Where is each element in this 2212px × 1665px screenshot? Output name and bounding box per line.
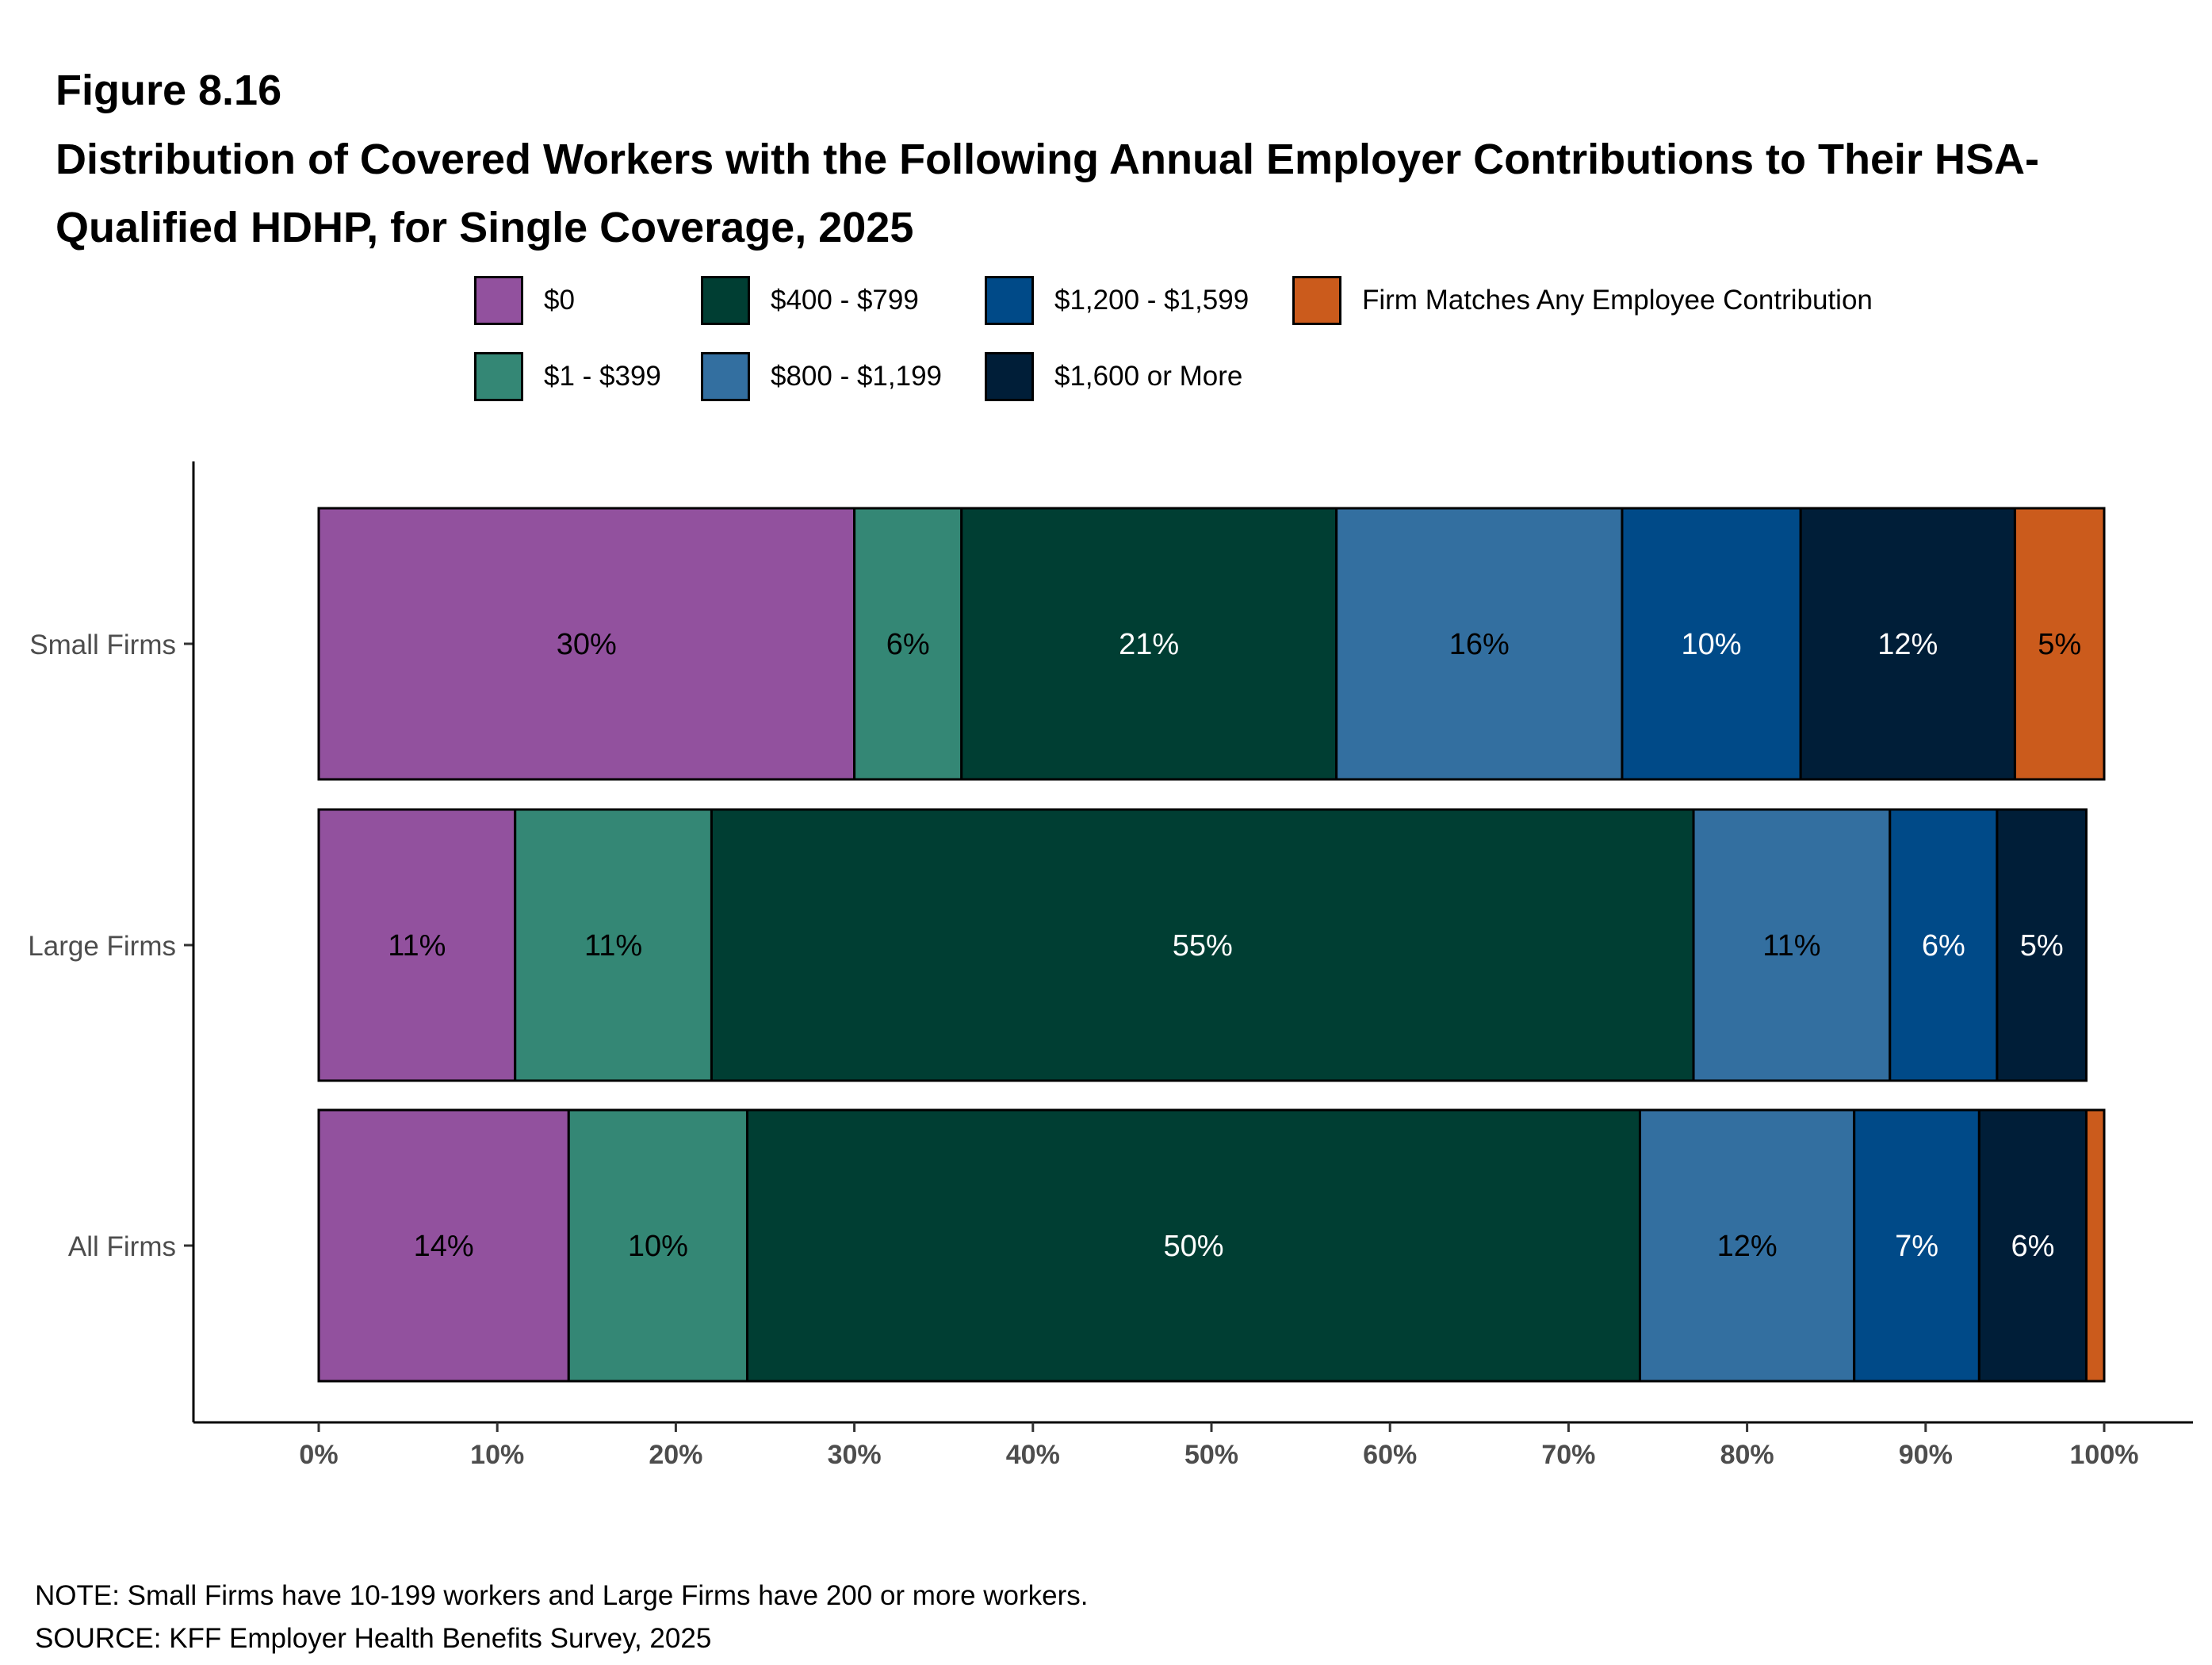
x-tick-label: 40%: [1006, 1440, 1060, 1470]
legend-label: $1 - $399: [544, 361, 661, 392]
legend-label: $0: [544, 285, 575, 316]
bar-group-large-firms: 11% 11% 55% 11% 6% 5%: [317, 808, 2088, 1082]
legend-swatch: [701, 352, 750, 401]
bar-group-small-firms: 30% 6% 21% 16% 10% 12% 5%: [317, 507, 2106, 781]
bar-segment: [1977, 1108, 2088, 1383]
data-label: 11%: [584, 929, 642, 963]
bar-segment: [317, 507, 856, 781]
data-label: 10%: [628, 1230, 688, 1263]
data-label: 12%: [1717, 1230, 1778, 1263]
data-label: 10%: [1682, 628, 1742, 661]
data-label: 7%: [1895, 1230, 1938, 1263]
data-label: 5%: [2038, 628, 2081, 661]
y-tick-label: Large Firms: [28, 931, 176, 962]
y-tick-label: Small Firms: [29, 630, 176, 660]
bar-segment: [710, 808, 1695, 1082]
legend-item-firm-matches-any-employee-contribution: Firm Matches Any Employee Contribution: [1292, 273, 1873, 328]
x-tick-label: 70%: [1541, 1440, 1595, 1470]
data-label: 12%: [1877, 628, 1938, 661]
data-label: 16%: [1449, 628, 1510, 661]
bar-segment: [1996, 808, 2088, 1082]
data-label: 6%: [1922, 929, 1965, 963]
legend-swatch: [1292, 276, 1341, 325]
legend-item-0: $0: [474, 273, 575, 328]
bar-segment: [1621, 507, 1802, 781]
bar-segment: [1889, 808, 1999, 1082]
legend-swatch: [474, 276, 523, 325]
data-label: 30%: [557, 628, 617, 661]
data-label: 5%: [2020, 929, 2064, 963]
legend-swatch: [474, 352, 523, 401]
bar-segment: [960, 507, 1338, 781]
x-tick-label: 80%: [1720, 1440, 1774, 1470]
x-tick-label: 100%: [2070, 1440, 2139, 1470]
legend-item-800-1-199: $800 - $1,199: [701, 349, 942, 404]
bar-segment: [2084, 1108, 2106, 1383]
legend-label: Firm Matches Any Employee Contribution: [1362, 285, 1873, 316]
legend-item-1-600-or-more: $1,600 or More: [985, 349, 1242, 404]
bar-segment: [1692, 808, 1892, 1082]
figure-label: Figure 8.16: [55, 67, 282, 114]
legend-item-1-399: $1 - $399: [474, 349, 661, 404]
data-label: 6%: [886, 628, 930, 661]
x-tick-label: 90%: [1899, 1440, 1953, 1470]
chart-note: NOTE: Small Firms have 10-199 workers an…: [35, 1580, 1089, 1611]
legend-swatch: [701, 276, 750, 325]
bar-segment: [745, 1108, 1641, 1383]
chart-source: SOURCE: KFF Employer Health Benefits Sur…: [35, 1623, 712, 1654]
x-tick-label: 10%: [470, 1440, 524, 1470]
data-label: 11%: [388, 929, 446, 963]
data-label: 50%: [1163, 1230, 1223, 1263]
data-label: 14%: [414, 1230, 474, 1263]
legend-swatch: [985, 276, 1034, 325]
data-label: 21%: [1119, 628, 1179, 661]
bar-segment: [1853, 1108, 1980, 1383]
bar-segment: [2013, 507, 2106, 781]
legend-label: $400 - $799: [771, 285, 919, 316]
chart-title: Distribution of Covered Workers with the…: [55, 136, 2040, 251]
legend-item-400-799: $400 - $799: [701, 273, 919, 328]
x-tick-label: 60%: [1363, 1440, 1417, 1470]
chart-legend: $0 $1 - $399 $400 - $799 $800 - $1,199 $1,20…: [474, 273, 2139, 408]
bar-segment: [567, 1108, 748, 1383]
bar-segment: [317, 1108, 570, 1383]
data-label: 11%: [1762, 929, 1820, 963]
legend-swatch: [985, 352, 1034, 401]
legend-label: $1,600 or More: [1054, 361, 1243, 392]
x-tick-label: 50%: [1184, 1440, 1238, 1470]
bar-segment: [1638, 1108, 1856, 1383]
bar-segment: [317, 808, 517, 1082]
x-tick-label: 30%: [828, 1440, 882, 1470]
bar-segment: [1799, 507, 2016, 781]
bar-segment: [514, 808, 713, 1082]
x-tick-label: 20%: [649, 1440, 702, 1470]
legend-label: $800 - $1,199: [771, 361, 943, 392]
legend-item-1-200-1-599: $1,200 - $1,599: [985, 273, 1249, 328]
data-label: 55%: [1173, 929, 1233, 963]
legend-label: $1,200 - $1,599: [1054, 285, 1250, 316]
data-label: 6%: [2011, 1230, 2054, 1263]
x-tick-label: 0%: [299, 1440, 338, 1470]
y-tick-label: All Firms: [68, 1231, 176, 1262]
bar-group-all-firms: 14% 10% 50% 12% 7% 6%: [317, 1108, 2106, 1383]
